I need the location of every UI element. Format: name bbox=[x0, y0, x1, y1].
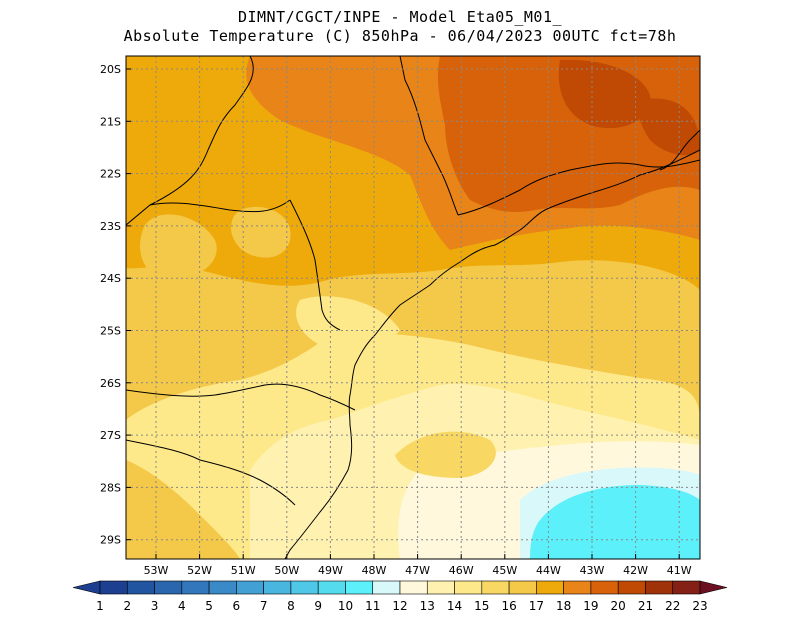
colorbar-swatch bbox=[672, 580, 701, 595]
temp-15-patch-central bbox=[231, 206, 291, 258]
lat-tick-label: 25S bbox=[100, 325, 121, 338]
colorbar-label: 17 bbox=[529, 599, 544, 613]
lat-tick-label: 24S bbox=[100, 272, 121, 285]
map-title-line-1: DIMNT/CGCT/INPE - Model Eta05_M01_ bbox=[237, 8, 563, 26]
colorbar-swatch bbox=[563, 580, 592, 595]
state-border-pr-sc bbox=[126, 383, 356, 411]
colorbar-swatch bbox=[181, 580, 210, 595]
colorbar-label: 1 bbox=[96, 599, 104, 613]
map-title-line-2: Absolute Temperature (C) 850hPa - 06/04/… bbox=[123, 27, 677, 45]
state-border-sc-rs bbox=[126, 439, 296, 506]
lat-tick-label: 27S bbox=[100, 429, 121, 442]
lat-tick-label: 29S bbox=[100, 534, 121, 547]
colorbar-label: 12 bbox=[392, 599, 407, 613]
lon-tick-label: 42W bbox=[623, 564, 648, 577]
state-border-pr-sp bbox=[289, 199, 341, 331]
state-border-ms-go bbox=[149, 56, 254, 206]
colorbar: 1 2 3 4 5 6 7 8 9 10 11 12 13 14 15 16 17 18 19 20 21 22 23 bbox=[72, 580, 728, 613]
colorbar-label: 22 bbox=[665, 599, 680, 613]
coastline-and-borders bbox=[126, 56, 700, 559]
state-border-east bbox=[659, 129, 700, 171]
colorbar-label: 7 bbox=[260, 599, 268, 613]
colorbar-swatch bbox=[508, 580, 537, 595]
colorbar-swatch bbox=[126, 580, 155, 595]
temp-14-tongue bbox=[395, 431, 496, 478]
state-border-ms-pr bbox=[126, 199, 291, 226]
colorbar-label: 6 bbox=[233, 599, 241, 613]
lat-tick-label: 20S bbox=[100, 63, 121, 76]
colorbar-label: 9 bbox=[314, 599, 322, 613]
colorbar-swatch bbox=[645, 580, 674, 595]
lat-tick-label: 26S bbox=[100, 377, 121, 390]
lat-tick-label: 21S bbox=[100, 115, 121, 128]
colorbar-label: 16 bbox=[501, 599, 516, 613]
lon-tick-label: 51W bbox=[231, 564, 256, 577]
colorbar-swatch bbox=[454, 580, 483, 595]
colorbar-swatch bbox=[426, 580, 455, 595]
temp-15-patch-west bbox=[140, 214, 217, 280]
colorbar-swatch bbox=[154, 580, 183, 595]
temp-19-patch-east bbox=[638, 98, 700, 156]
state-border-mg-sp bbox=[399, 56, 459, 216]
colorbar-swatch bbox=[317, 580, 346, 595]
colorbar-label: 23 bbox=[692, 599, 707, 613]
longitude-labels: 53W 52W 51W 50W 49W 48W 47W 46W 45W 44W 43W 42W 41W bbox=[144, 554, 692, 577]
temp-19-patch-north bbox=[558, 59, 651, 129]
colorbar-label: 15 bbox=[474, 599, 489, 613]
colorbar-label: 13 bbox=[420, 599, 435, 613]
lon-tick-label: 43W bbox=[580, 564, 605, 577]
lon-tick-label: 46W bbox=[449, 564, 474, 577]
lon-tick-label: 44W bbox=[536, 564, 561, 577]
lat-tick-label: 28S bbox=[100, 481, 121, 494]
lon-tick-label: 45W bbox=[492, 564, 517, 577]
lon-tick-label: 41W bbox=[667, 564, 692, 577]
colorbar-swatch bbox=[399, 580, 428, 595]
temperature-field bbox=[126, 56, 700, 559]
lon-tick-label: 48W bbox=[362, 564, 387, 577]
lon-tick-label: 49W bbox=[318, 564, 343, 577]
state-border-mg-rj bbox=[457, 159, 700, 216]
lon-tick-label: 47W bbox=[405, 564, 430, 577]
lat-tick-label: 23S bbox=[100, 220, 121, 233]
lon-tick-label: 50W bbox=[274, 564, 299, 577]
colorbar-label: 10 bbox=[338, 599, 353, 613]
colorbar-label: 3 bbox=[151, 599, 159, 613]
colorbar-arrow-low bbox=[72, 580, 101, 595]
colorbar-label: 19 bbox=[583, 599, 598, 613]
temp-15-strip-southwest bbox=[126, 460, 240, 559]
lon-tick-label: 52W bbox=[187, 564, 212, 577]
colorbar-swatch bbox=[263, 580, 292, 595]
colorbar-label: 4 bbox=[178, 599, 186, 613]
colorbar-swatch bbox=[345, 580, 374, 595]
lat-tick-label: 22S bbox=[100, 168, 121, 181]
latitude-labels: 20S 21S 22S 23S 24S 25S 26S 27S 28S 29S bbox=[100, 63, 131, 547]
colorbar-label: 21 bbox=[638, 599, 653, 613]
colorbar-label: 11 bbox=[365, 599, 380, 613]
colorbar-swatch bbox=[236, 580, 264, 595]
colorbar-swatch bbox=[290, 580, 319, 595]
colorbar-swatch bbox=[590, 580, 619, 595]
lon-tick-label: 53W bbox=[144, 564, 169, 577]
colorbar-label: 2 bbox=[123, 599, 131, 613]
coastline bbox=[284, 149, 700, 559]
colorbar-swatch bbox=[208, 580, 237, 595]
colorbar-label: 5 bbox=[205, 599, 213, 613]
colorbar-label: 8 bbox=[287, 599, 295, 613]
temp-10-region bbox=[530, 485, 700, 559]
colorbar-swatch bbox=[372, 580, 401, 595]
colorbar-label: 20 bbox=[611, 599, 626, 613]
colorbar-arrow-high bbox=[699, 580, 728, 595]
colorbar-swatch bbox=[617, 580, 646, 595]
colorbar-label: 14 bbox=[447, 599, 462, 613]
colorbar-label: 18 bbox=[556, 599, 571, 613]
colorbar-swatch bbox=[99, 580, 128, 595]
colorbar-swatch bbox=[536, 580, 564, 595]
colorbar-swatch bbox=[481, 580, 510, 595]
graticule bbox=[126, 56, 700, 559]
map-frame bbox=[125, 55, 701, 560]
